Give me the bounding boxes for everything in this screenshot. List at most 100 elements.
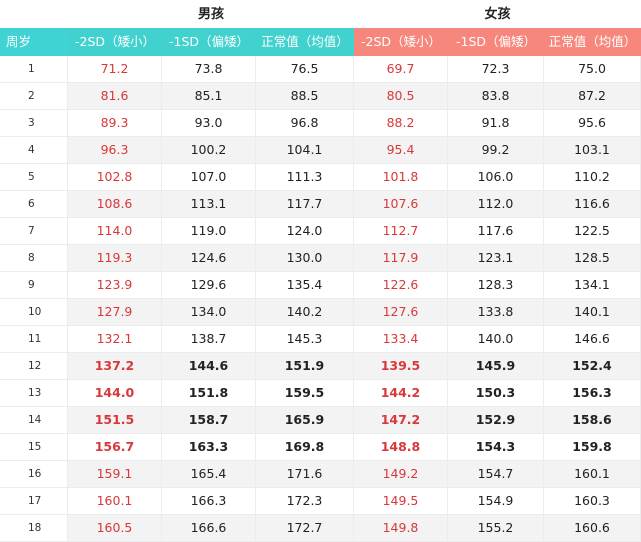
age-cell: 2	[0, 83, 68, 109]
boys-mean-cell: 169.8	[256, 434, 354, 460]
boys-minus2sd-cell: 160.5	[68, 515, 162, 541]
boys-mean-cell: 96.8	[256, 110, 354, 136]
boys-mean-cell: 117.7	[256, 191, 354, 217]
boys-mean-cell: 130.0	[256, 245, 354, 271]
girls-minus2sd-cell: 107.6	[354, 191, 448, 217]
girls-minus1sd-cell: 154.3	[448, 434, 544, 460]
age-cell: 15	[0, 434, 68, 460]
girls-mean-cell: 160.1	[544, 461, 641, 487]
girls-minus1sd-cell: 154.7	[448, 461, 544, 487]
table-row: 12 137.2 144.6 151.9 139.5 145.9 152.4	[0, 353, 641, 380]
girls-mean-cell: 158.6	[544, 407, 641, 433]
girls-minus1sd-cell: 150.3	[448, 380, 544, 406]
boys-minus1sd-cell: 124.6	[162, 245, 256, 271]
girls-minus2sd-cell: 127.6	[354, 299, 448, 325]
girls-mean-cell: 75.0	[544, 56, 641, 82]
table-row: 7 114.0 119.0 124.0 112.7 117.6 122.5	[0, 218, 641, 245]
girls-minus2sd-cell: 148.8	[354, 434, 448, 460]
table-row: 2 81.6 85.1 88.5 80.5 83.8 87.2	[0, 83, 641, 110]
boys-group-title: 男孩	[197, 7, 224, 22]
boys-mean-cell: 165.9	[256, 407, 354, 433]
boys-minus2sd-cell: 151.5	[68, 407, 162, 433]
table-row: 11 132.1 138.7 145.3 133.4 140.0 146.6	[0, 326, 641, 353]
age-cell: 1	[0, 56, 68, 82]
table-row: 9 123.9 129.6 135.4 122.6 128.3 134.1	[0, 272, 641, 299]
boys-mean-cell: 111.3	[256, 164, 354, 190]
boys-minus1sd-cell: 144.6	[162, 353, 256, 379]
age-cell: 8	[0, 245, 68, 271]
table-row: 6 108.6 113.1 117.7 107.6 112.0 116.6	[0, 191, 641, 218]
girls-minus1sd-cell: 83.8	[448, 83, 544, 109]
boys-mean-header: 正常值（均值）	[256, 28, 354, 56]
boys-minus2sd-cell: 96.3	[68, 137, 162, 163]
boys-minus1sd-cell: 151.8	[162, 380, 256, 406]
girls-mean-cell: 146.6	[544, 326, 641, 352]
boys-minus2sd-cell: 127.9	[68, 299, 162, 325]
boys-minus1sd-cell: 165.4	[162, 461, 256, 487]
boys-mean-cell: 172.3	[256, 488, 354, 514]
girls-minus2sd-cell: 88.2	[354, 110, 448, 136]
age-cell: 5	[0, 164, 68, 190]
girls-mean-cell: 152.4	[544, 353, 641, 379]
girls-mean-cell: 160.3	[544, 488, 641, 514]
age-cell: 9	[0, 272, 68, 298]
girls-minus1sd-cell: 72.3	[448, 56, 544, 82]
age-cell: 14	[0, 407, 68, 433]
boys-minus1sd-cell: 158.7	[162, 407, 256, 433]
age-cell: 11	[0, 326, 68, 352]
girls-minus1sd-cell: 117.6	[448, 218, 544, 244]
girls-minus2sd-cell: 147.2	[354, 407, 448, 433]
girls-minus2sd-cell: 149.5	[354, 488, 448, 514]
table-row: 8 119.3 124.6 130.0 117.9 123.1 128.5	[0, 245, 641, 272]
age-cell: 6	[0, 191, 68, 217]
boys-mean-cell: 124.0	[256, 218, 354, 244]
boys-minus2sd-cell: 71.2	[68, 56, 162, 82]
girls-mean-header: 正常值（均值）	[544, 28, 641, 56]
girls-mean-cell: 103.1	[544, 137, 641, 163]
age-cell: 17	[0, 488, 68, 514]
age-cell: 12	[0, 353, 68, 379]
boys-minus2sd-cell: 108.6	[68, 191, 162, 217]
boys-minus1sd-cell: 85.1	[162, 83, 256, 109]
girls-minus2sd-cell: 144.2	[354, 380, 448, 406]
girls-mean-cell: 160.6	[544, 515, 641, 541]
girls-mean-cell: 116.6	[544, 191, 641, 217]
boys-mean-cell: 140.2	[256, 299, 354, 325]
age-cell: 7	[0, 218, 68, 244]
boys-mean-cell: 151.9	[256, 353, 354, 379]
girls-minus2sd-cell: 101.8	[354, 164, 448, 190]
table-row: 14 151.5 158.7 165.9 147.2 152.9 158.6	[0, 407, 641, 434]
girls-minus2sd-header: -2SD（矮小）	[354, 28, 448, 56]
girls-minus1sd-cell: 154.9	[448, 488, 544, 514]
table-row: 5 102.8 107.0 111.3 101.8 106.0 110.2	[0, 164, 641, 191]
boys-minus2sd-cell: 156.7	[68, 434, 162, 460]
girls-mean-cell: 128.5	[544, 245, 641, 271]
boys-mean-cell: 171.6	[256, 461, 354, 487]
girls-minus1sd-cell: 152.9	[448, 407, 544, 433]
boys-minus1sd-cell: 113.1	[162, 191, 256, 217]
age-column-header: 周岁	[0, 28, 68, 56]
boys-minus1sd-cell: 100.2	[162, 137, 256, 163]
boys-minus2sd-cell: 132.1	[68, 326, 162, 352]
girls-mean-cell: 159.8	[544, 434, 641, 460]
girls-minus1sd-cell: 91.8	[448, 110, 544, 136]
boys-minus1sd-cell: 93.0	[162, 110, 256, 136]
boys-minus2sd-cell: 119.3	[68, 245, 162, 271]
girls-minus1sd-cell: 128.3	[448, 272, 544, 298]
boys-minus2sd-cell: 81.6	[68, 83, 162, 109]
girls-minus2sd-cell: 149.8	[354, 515, 448, 541]
girls-minus2sd-cell: 112.7	[354, 218, 448, 244]
boys-minus1sd-cell: 119.0	[162, 218, 256, 244]
boys-mean-cell: 76.5	[256, 56, 354, 82]
girls-minus2sd-cell: 80.5	[354, 83, 448, 109]
boys-minus2sd-cell: 137.2	[68, 353, 162, 379]
boys-minus2sd-cell: 114.0	[68, 218, 162, 244]
boys-minus1sd-cell: 166.6	[162, 515, 256, 541]
girls-minus2sd-cell: 95.4	[354, 137, 448, 163]
girls-minus1sd-cell: 145.9	[448, 353, 544, 379]
boys-minus1sd-cell: 73.8	[162, 56, 256, 82]
age-cell: 3	[0, 110, 68, 136]
age-cell: 16	[0, 461, 68, 487]
girls-minus2sd-cell: 69.7	[354, 56, 448, 82]
table-row: 3 89.3 93.0 96.8 88.2 91.8 95.6	[0, 110, 641, 137]
